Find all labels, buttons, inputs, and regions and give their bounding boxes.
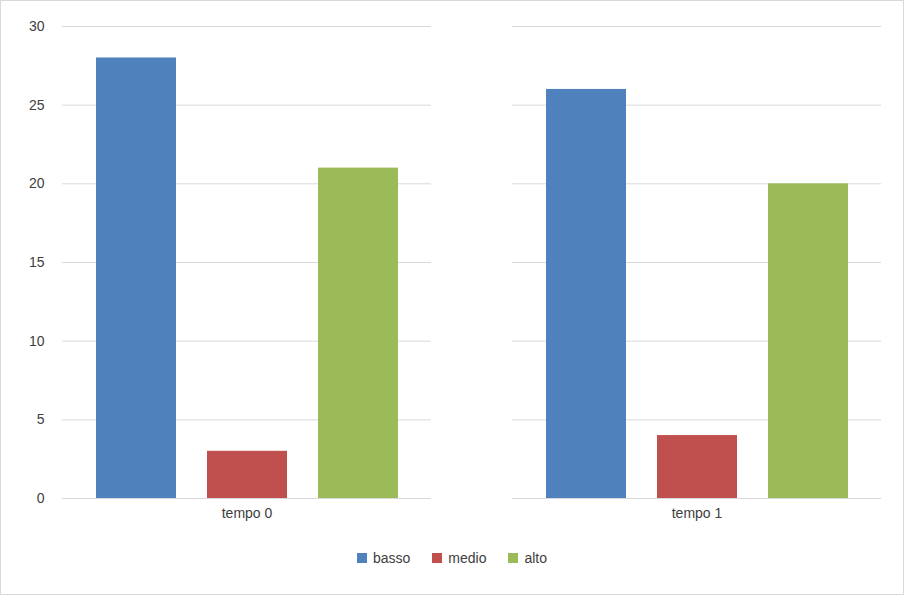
svg-text:tempo 0: tempo 0: [222, 505, 273, 521]
svg-text:5: 5: [37, 411, 45, 427]
svg-text:25: 25: [29, 97, 45, 113]
svg-text:10: 10: [29, 333, 45, 349]
svg-text:tempo 1: tempo 1: [672, 505, 723, 521]
html-text:medio: medio: [448, 550, 487, 566]
svg-text:20: 20: [29, 175, 45, 191]
html-text:alto: alto: [524, 550, 547, 566]
svg-text:30: 30: [29, 18, 45, 34]
svg-text:15: 15: [29, 254, 45, 270]
html-text:basso: basso: [373, 550, 411, 566]
svg-text:0: 0: [37, 490, 45, 506]
